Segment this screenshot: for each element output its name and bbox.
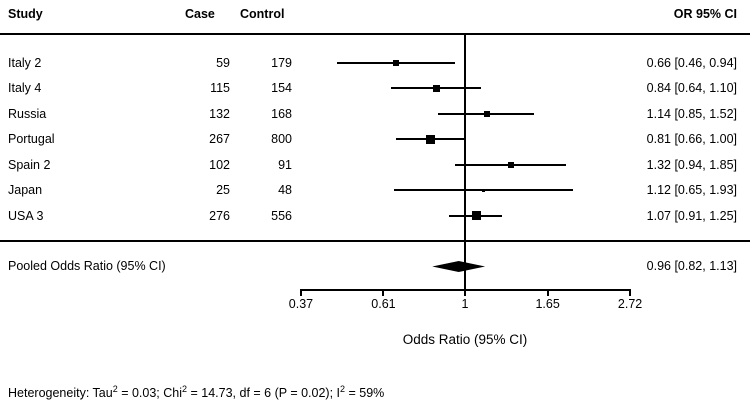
control-count: 91 [278, 157, 292, 172]
case-count: 132 [209, 106, 230, 121]
study-label: Portugal [8, 132, 55, 147]
col-header-case: Case [185, 7, 215, 21]
study-label: Russia [8, 106, 47, 121]
col-header-control: Control [240, 7, 285, 21]
x-axis-tick-label: 0.37 [288, 297, 314, 311]
or-ci-value: 1.07 [0.91, 1.25] [646, 208, 737, 223]
x-axis-tick [299, 289, 302, 296]
or-marker [425, 134, 435, 144]
x-axis-tick [382, 289, 385, 296]
control-count: 179 [271, 56, 292, 70]
case-count: 59 [216, 56, 230, 70]
or-marker [507, 161, 514, 168]
study-label: Italy 4 [8, 81, 42, 96]
case-count: 267 [209, 132, 230, 147]
pooled-separator-rule [0, 240, 750, 242]
or-ci-value: 0.81 [0.66, 1.00] [646, 132, 737, 147]
study-label: Japan [8, 183, 43, 198]
pooled-or-ci-value: 0.96 [0.82, 1.13] [646, 259, 737, 273]
or-ci-value: 1.12 [0.65, 1.93] [646, 183, 737, 198]
x-axis-tick [464, 289, 466, 296]
control-count: 48 [278, 183, 292, 198]
or-marker [432, 84, 440, 92]
or-ci-value: 1.32 [0.94, 1.85] [646, 157, 737, 172]
study-label: Italy 2 [8, 56, 42, 70]
reference-line-or-1 [464, 33, 466, 291]
or-marker [471, 211, 481, 221]
study-label: Spain 2 [8, 157, 51, 172]
x-axis-tick [546, 289, 549, 296]
heterogeneity-footnote: Heterogeneity: Tau2 = 0.03; Chi2 = 14.73… [8, 383, 385, 400]
col-header-or-ci: OR 95% CI [673, 7, 737, 21]
pooled-label: Pooled Odds Ratio (95% CI) [8, 259, 166, 273]
or-marker [393, 60, 400, 66]
or-ci-value: 1.14 [0.85, 1.52] [646, 106, 737, 121]
x-axis-tick-label: 1 [461, 297, 469, 311]
case-count: 25 [216, 183, 230, 198]
or-ci-value: 0.66 [0.46, 0.94] [646, 56, 737, 70]
control-count: 800 [271, 132, 292, 147]
control-count: 556 [271, 208, 292, 223]
or-marker [482, 188, 486, 192]
x-axis-tick [629, 289, 632, 296]
or-ci-value: 0.84 [0.64, 1.10] [646, 81, 737, 96]
control-count: 154 [271, 81, 292, 96]
control-count: 168 [271, 106, 292, 121]
x-axis-tick-label: 2.72 [617, 297, 643, 311]
header-rule [0, 33, 750, 35]
col-header-study: Study [8, 7, 43, 21]
case-count: 276 [209, 208, 230, 223]
case-count: 115 [210, 81, 230, 96]
or-marker [483, 110, 490, 117]
study-label: USA 3 [8, 208, 44, 223]
x-axis-title: Odds Ratio (95% CI) [402, 332, 528, 347]
x-axis-tick-label: 1.65 [535, 297, 560, 311]
pooled-diamond [432, 261, 486, 272]
case-count: 102 [209, 157, 230, 172]
x-axis-tick-label: 0.61 [371, 297, 396, 311]
